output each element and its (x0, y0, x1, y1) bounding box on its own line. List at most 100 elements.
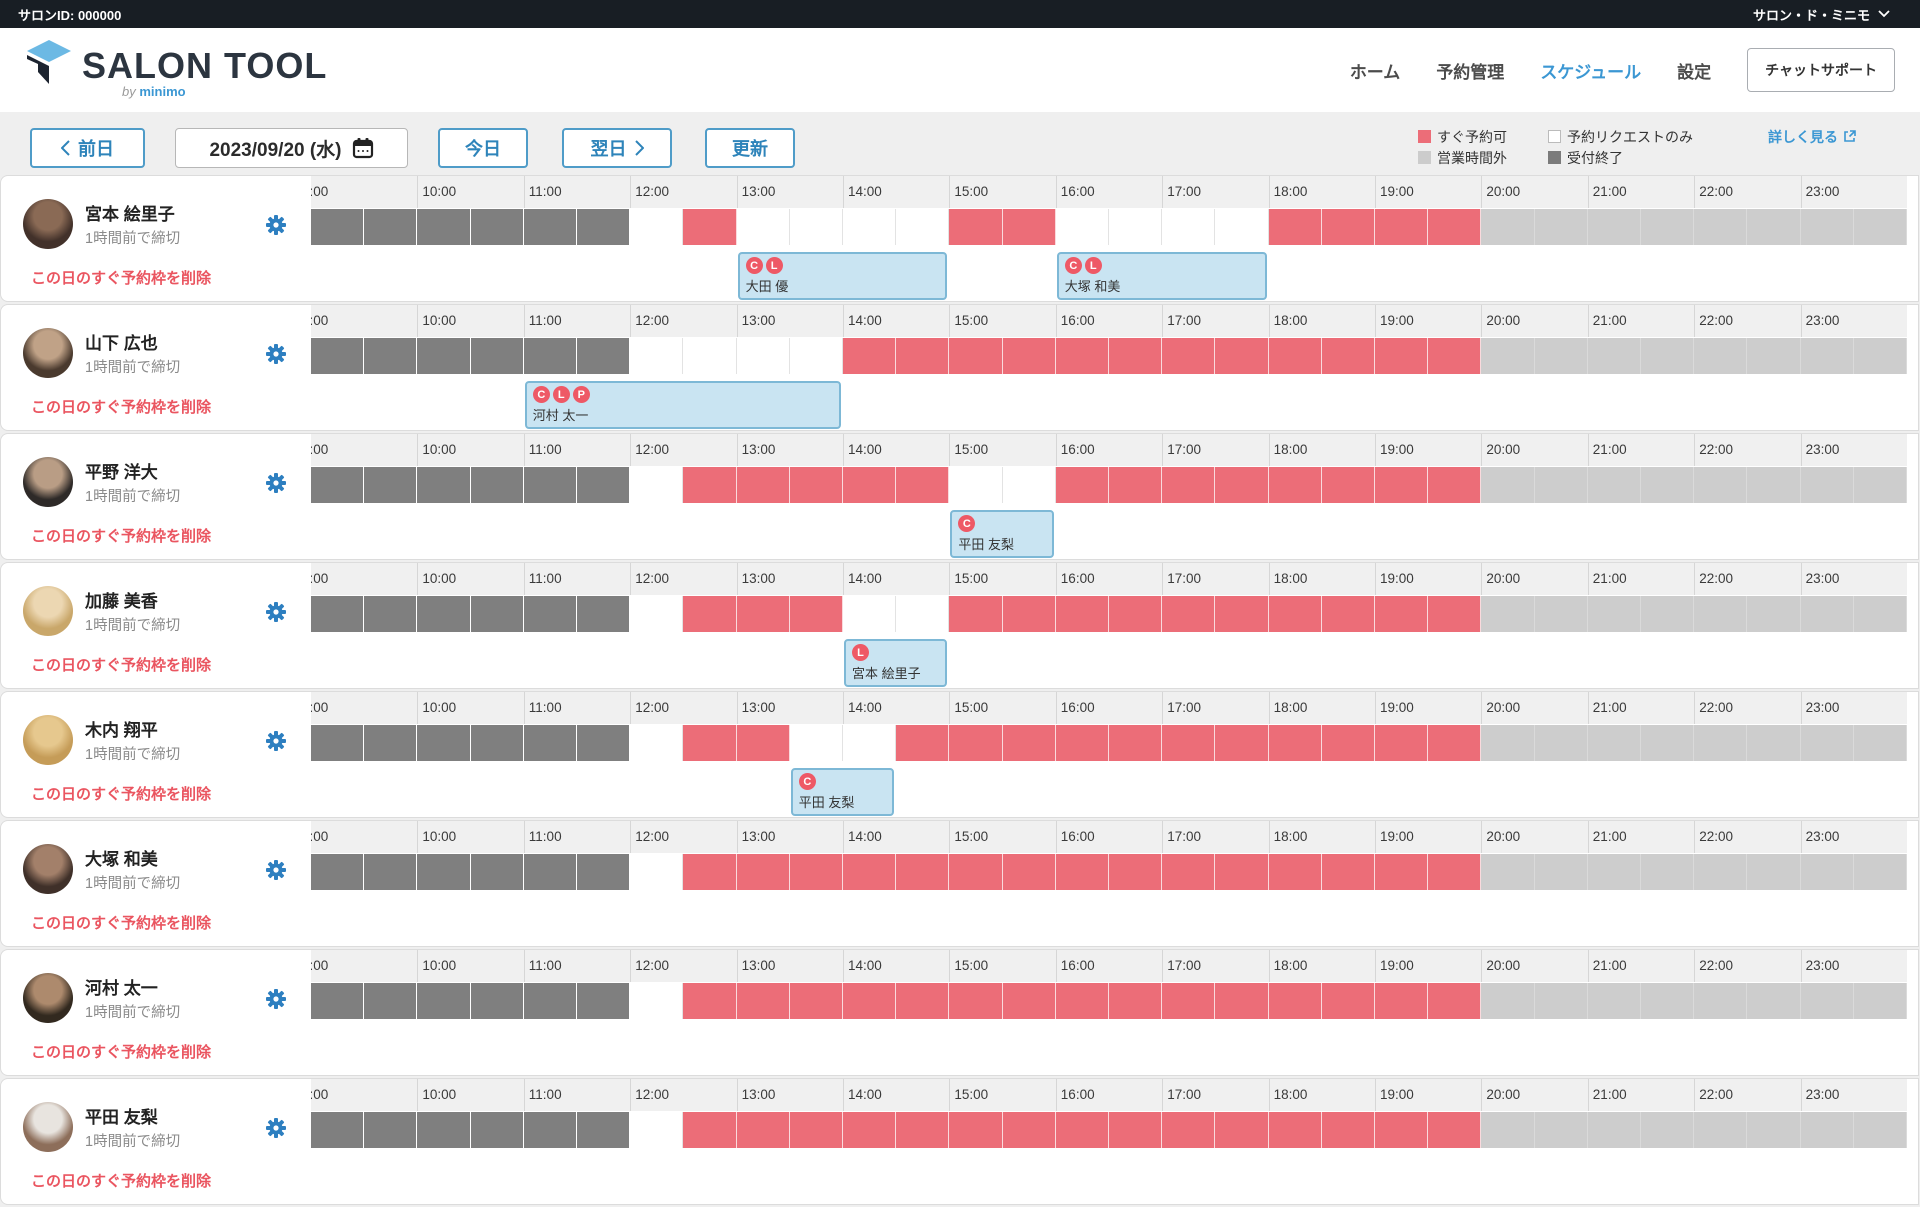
schedule-cell-available[interactable] (1215, 338, 1269, 374)
schedule-cell-available[interactable] (683, 725, 737, 761)
schedule-cell-available[interactable] (1055, 854, 1109, 890)
refresh-button[interactable]: 更新 (705, 128, 795, 168)
schedule-cell-request[interactable] (630, 338, 684, 374)
schedule-cell-available[interactable] (1162, 467, 1216, 503)
schedule-cell-request[interactable] (789, 725, 843, 761)
gear-icon[interactable] (265, 214, 287, 241)
schedule-cell-request[interactable] (630, 725, 684, 761)
schedule-cell-available[interactable] (1109, 596, 1163, 632)
schedule-cell-request[interactable] (630, 596, 684, 632)
schedule-cell-available[interactable] (1321, 725, 1375, 761)
delete-quick-slots-link[interactable]: この日のすぐ予約枠を削除 (31, 1044, 212, 1061)
schedule-cell-available[interactable] (1002, 983, 1056, 1019)
schedule-cell-available[interactable] (896, 983, 950, 1019)
schedule-cell-available[interactable] (1428, 209, 1482, 245)
reservation-block[interactable]: C 平田 友梨 (790, 768, 895, 816)
schedule-cell-available[interactable] (1162, 854, 1216, 890)
schedule-cell-available[interactable] (736, 854, 790, 890)
gear-icon[interactable] (265, 343, 287, 370)
schedule-cell-available[interactable] (1215, 467, 1269, 503)
schedule-cell-available[interactable] (1428, 467, 1482, 503)
schedule-cell-available[interactable] (736, 725, 790, 761)
nav-item-reservations[interactable]: 予約管理 (1436, 62, 1505, 82)
schedule-cell-available[interactable] (1268, 854, 1322, 890)
delete-quick-slots-link[interactable]: この日のすぐ予約枠を削除 (31, 1173, 212, 1190)
schedule-cell-available[interactable] (1321, 854, 1375, 890)
schedule-cell-request[interactable] (1215, 209, 1269, 245)
schedule-cell-request[interactable] (896, 596, 950, 632)
schedule-cell-available[interactable] (683, 596, 737, 632)
delete-quick-slots-link[interactable]: この日のすぐ予約枠を削除 (31, 399, 212, 416)
schedule-cell-request[interactable] (1002, 467, 1056, 503)
schedule-cell-request[interactable] (896, 209, 950, 245)
schedule-cell-available[interactable] (736, 467, 790, 503)
schedule-cell-available[interactable] (1428, 725, 1482, 761)
schedule-cell-available[interactable] (1321, 467, 1375, 503)
schedule-cell-available[interactable] (843, 1112, 897, 1148)
schedule-cell-available[interactable] (683, 467, 737, 503)
schedule-cell-available[interactable] (1215, 854, 1269, 890)
schedule-cell-available[interactable] (949, 338, 1003, 374)
schedule-cell-available[interactable] (949, 725, 1003, 761)
schedule-cell-available[interactable] (789, 983, 843, 1019)
schedule-cell-request[interactable] (630, 983, 684, 1019)
schedule-cell-available[interactable] (1215, 983, 1269, 1019)
delete-quick-slots-link[interactable]: この日のすぐ予約枠を削除 (31, 657, 212, 674)
next-day-button[interactable]: 翌日 (562, 128, 672, 168)
date-picker-field[interactable]: 2023/09/20 (水) (175, 128, 408, 168)
schedule-cell-available[interactable] (1055, 338, 1109, 374)
schedule-cell-available[interactable] (736, 1112, 790, 1148)
schedule-cell-available[interactable] (1321, 1112, 1375, 1148)
schedule-cell-available[interactable] (1055, 467, 1109, 503)
schedule-cell-available[interactable] (1109, 854, 1163, 890)
schedule-cell-available[interactable] (896, 338, 950, 374)
reservation-block[interactable]: C L 大塚 和美 (1056, 252, 1267, 300)
reservation-block[interactable]: C L P 河村 太一 (524, 381, 841, 429)
schedule-cell-available[interactable] (1268, 338, 1322, 374)
schedule-cell-available[interactable] (1375, 467, 1429, 503)
schedule-cell-request[interactable] (843, 596, 897, 632)
schedule-cell-available[interactable] (1375, 983, 1429, 1019)
schedule-cell-available[interactable] (683, 209, 737, 245)
schedule-cell-available[interactable] (1375, 596, 1429, 632)
schedule-cell-available[interactable] (1109, 983, 1163, 1019)
schedule-cell-available[interactable] (1215, 725, 1269, 761)
schedule-cell-available[interactable] (843, 854, 897, 890)
schedule-cell-available[interactable] (683, 983, 737, 1019)
schedule-cell-available[interactable] (1215, 596, 1269, 632)
gear-icon[interactable] (265, 988, 287, 1015)
schedule-cell-available[interactable] (1375, 1112, 1429, 1148)
schedule-cell-available[interactable] (843, 467, 897, 503)
schedule-cell-available[interactable] (1109, 725, 1163, 761)
schedule-cell-available[interactable] (1268, 725, 1322, 761)
schedule-cell-available[interactable] (1162, 725, 1216, 761)
schedule-cell-request[interactable] (843, 209, 897, 245)
schedule-cell-available[interactable] (896, 467, 950, 503)
schedule-cell-available[interactable] (843, 338, 897, 374)
schedule-cell-available[interactable] (683, 854, 737, 890)
schedule-cell-available[interactable] (683, 1112, 737, 1148)
schedule-cell-request[interactable] (630, 467, 684, 503)
schedule-cell-available[interactable] (736, 596, 790, 632)
chat-support-button[interactable]: チャットサポート (1747, 48, 1895, 92)
delete-quick-slots-link[interactable]: この日のすぐ予約枠を削除 (31, 528, 212, 545)
schedule-cell-available[interactable] (1321, 338, 1375, 374)
schedule-cell-available[interactable] (1002, 338, 1056, 374)
schedule-cell-request[interactable] (630, 1112, 684, 1148)
reservation-block[interactable]: C L 大田 優 (737, 252, 948, 300)
schedule-cell-available[interactable] (1375, 854, 1429, 890)
reservation-block[interactable]: C 平田 友梨 (950, 510, 1054, 558)
schedule-cell-available[interactable] (949, 854, 1003, 890)
schedule-cell-available[interactable] (949, 1112, 1003, 1148)
nav-item-schedule[interactable]: スケジュール (1540, 62, 1642, 82)
schedule-cell-request[interactable] (1055, 209, 1109, 245)
schedule-cell-request[interactable] (1162, 209, 1216, 245)
schedule-cell-available[interactable] (1109, 1112, 1163, 1148)
schedule-cell-available[interactable] (1002, 596, 1056, 632)
schedule-cell-request[interactable] (630, 209, 684, 245)
schedule-cell-available[interactable] (1375, 725, 1429, 761)
schedule-cell-available[interactable] (789, 1112, 843, 1148)
delete-quick-slots-link[interactable]: この日のすぐ予約枠を削除 (31, 786, 212, 803)
schedule-cell-available[interactable] (1109, 467, 1163, 503)
schedule-cell-available[interactable] (1055, 1112, 1109, 1148)
